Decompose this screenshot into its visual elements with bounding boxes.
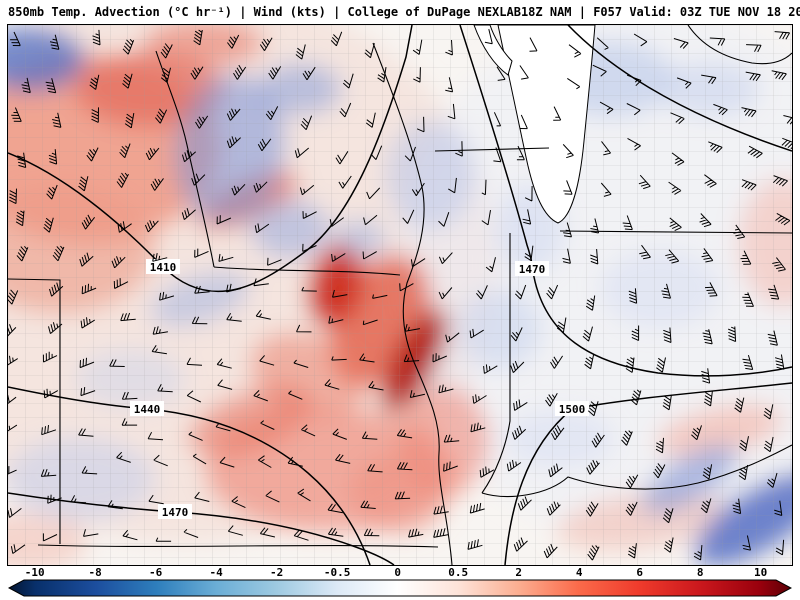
header-bar: 850mb Temp. Advection (°C hr⁻¹) | Wind (… bbox=[8, 3, 800, 21]
colorbar-tick--10: -10 bbox=[24, 566, 45, 579]
colorbar-tick-0: 0 bbox=[394, 566, 401, 579]
colorbar-tick-4: 4 bbox=[575, 566, 583, 579]
colorbar-tick--6: -6 bbox=[149, 566, 163, 579]
colorbar-tick-labels: -10 -8 -6 -4 -2 -0.5 0 0.5 2 4 6 8 10 bbox=[8, 566, 792, 579]
county-grid-layer bbox=[8, 25, 792, 565]
contour-label-box bbox=[130, 401, 164, 416]
contour-label-box bbox=[555, 401, 589, 416]
colorbar-tick-6: 6 bbox=[636, 566, 643, 579]
colorbar-gradient-bar bbox=[8, 579, 792, 597]
contour-label-1410: 1410 bbox=[150, 261, 177, 274]
contour-label-box bbox=[158, 504, 192, 519]
colorbar: -10 -8 -6 -4 -2 -0.5 0 0.5 2 4 6 8 10 bbox=[8, 566, 792, 598]
map-canvas: 1410 1440 1470 1470 1500 bbox=[8, 25, 792, 565]
colorbar-arrow-bar bbox=[8, 579, 792, 597]
model-run-info: 18Z NAM | F057 Valid: 03Z TUE NOV 18 202… bbox=[520, 5, 800, 19]
contour-label-1440: 1440 bbox=[134, 403, 161, 416]
colorbar-tick--8: -8 bbox=[88, 566, 102, 579]
contour-label-box bbox=[146, 259, 180, 274]
colorbar-tick-0.5: 0.5 bbox=[448, 566, 469, 579]
height-contour-line bbox=[8, 492, 395, 565]
lake-michigan-outline bbox=[497, 25, 596, 224]
contour-label-1470: 1470 bbox=[519, 263, 546, 276]
height-contour-line bbox=[8, 25, 413, 293]
colorbar-tick-2: 2 bbox=[515, 566, 522, 579]
product-title: 850mb Temp. Advection (°C hr⁻¹) | Wind (… bbox=[8, 5, 521, 19]
colorbar-tick--4: -4 bbox=[209, 566, 223, 579]
colorbar-tick--2: -2 bbox=[270, 566, 284, 579]
lake-michigan-outline bbox=[473, 25, 513, 76]
colorbar-tick-10: 10 bbox=[754, 566, 768, 579]
contour-label-box bbox=[515, 261, 549, 276]
height-contour-line bbox=[567, 25, 792, 152]
height-contours-layer: 1410 1440 1470 1470 1500 bbox=[8, 25, 792, 565]
wind-barbs-layer bbox=[8, 28, 792, 561]
map-frame: 1410 1440 1470 1470 1500 bbox=[7, 24, 793, 566]
colorbar-tick--0.5: -0.5 bbox=[323, 566, 351, 579]
contour-label-1470: 1470 bbox=[162, 506, 189, 519]
height-contour-line bbox=[459, 25, 792, 377]
lakes-layer bbox=[473, 25, 596, 224]
colorbar-tick-8: 8 bbox=[696, 566, 704, 579]
contour-label-1500: 1500 bbox=[559, 403, 586, 416]
height-contour-line bbox=[8, 386, 371, 565]
